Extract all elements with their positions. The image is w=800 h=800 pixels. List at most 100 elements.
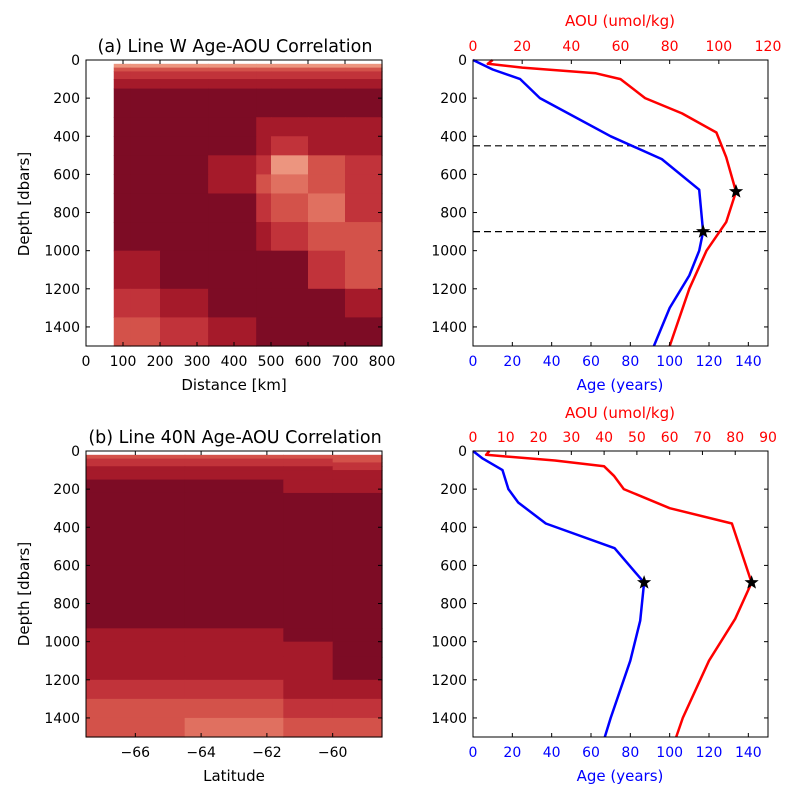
- b-profiles-age-tick-label: 80: [621, 745, 639, 761]
- panel-a-contours: [113, 63, 383, 347]
- a-section-contour-cell: [345, 67, 383, 73]
- a-section-ytick-label: 0: [71, 53, 80, 69]
- a-section-contour-cell: [130, 288, 161, 318]
- a-section-contour-cell: [130, 117, 161, 137]
- a-section-contour-cell: [256, 117, 272, 137]
- a-section-contour-cell: [345, 117, 383, 137]
- a-section-contour-cell: [160, 174, 209, 195]
- b-section-contour-cell: [86, 656, 186, 681]
- a-section-contour-cell: [130, 71, 161, 80]
- a-section-contour-cell: [208, 193, 257, 223]
- a-profiles-ytick-label: 1400: [431, 320, 467, 336]
- a-section-contour-cell: [113, 63, 131, 69]
- b-profiles-aou-tick-label: 60: [661, 430, 679, 446]
- a-section-contour-cell: [130, 136, 161, 156]
- a-section-contour-cell: [160, 117, 209, 137]
- a-section-contour-cell: [345, 288, 383, 318]
- b-section-contour-cell: [332, 454, 383, 460]
- a-section-contour-cell: [256, 317, 272, 347]
- b-section-contour-cell: [283, 466, 334, 471]
- a-section-contour-cell: [271, 222, 309, 252]
- b-section-contour-cell: [184, 470, 284, 481]
- a-section-contour-cell: [130, 79, 161, 90]
- a-section-contour-cell: [208, 79, 257, 90]
- a-section-contour-cell: [256, 250, 272, 290]
- a-section-contour-cell: [113, 193, 131, 223]
- a-section-contour-cell: [160, 67, 209, 73]
- b-section-contour-cell: [86, 698, 186, 719]
- a-section-ytick-label: 1200: [44, 282, 80, 298]
- a-profiles-aou-tick-label: 40: [562, 39, 580, 55]
- panel-b-profiles: AOU (umol/kg) 0 20 40 60 80 100 120 1400 10 20 30 4…: [431, 404, 777, 785]
- panel-b-contours: [86, 454, 383, 738]
- a-section-ytick-label: 400: [53, 129, 80, 145]
- b-profiles-age-tick-label: 20: [503, 745, 521, 761]
- b-profiles-ytick-label: 1200: [431, 673, 467, 689]
- a-section-contour-cell: [271, 250, 309, 290]
- b-section-contour-cell: [332, 628, 383, 643]
- a-profiles-age-tick-label: 40: [543, 354, 561, 370]
- a-profiles-aou-tick-label: 100: [705, 39, 732, 55]
- panel-b-age-label: Age (years): [577, 767, 664, 785]
- b-section-contour-cell: [332, 462, 383, 467]
- b-section-contour-cell: [332, 458, 383, 464]
- a-section-contour-cell: [113, 88, 131, 118]
- a-profiles-aou-tick-label: 120: [755, 39, 782, 55]
- b-section-xtick-label: −62: [252, 745, 282, 761]
- a-section-contour-cell: [160, 222, 209, 252]
- b-section-contour-cell: [184, 458, 284, 464]
- a-section-contour-cell: [308, 71, 346, 80]
- a-section-contour-cell: [113, 117, 131, 137]
- b-section-contour-cell: [86, 466, 186, 471]
- b-profiles-age-star-marker: [637, 575, 652, 589]
- b-section-contour-cell: [86, 565, 186, 629]
- b-section-contour-cell: [283, 565, 334, 629]
- a-profiles-aou-tick-label: 60: [612, 39, 630, 55]
- a-profiles-age-tick-label: 120: [696, 354, 723, 370]
- a-profiles-aou-tick-label: 20: [513, 39, 531, 55]
- a-section-contour-cell: [130, 88, 161, 118]
- b-section-contour-cell: [332, 492, 383, 566]
- b-profiles-ytick-label: 400: [440, 520, 467, 536]
- b-section-contour-cell: [86, 462, 186, 467]
- a-section-contour-cell: [308, 250, 346, 290]
- b-section-ytick-label: 1400: [44, 711, 80, 727]
- b-section-contour-cell: [332, 641, 383, 658]
- b-section-contour-cell: [184, 656, 284, 681]
- a-section-contour-cell: [208, 136, 257, 156]
- a-section-contour-cell: [345, 174, 383, 195]
- b-profiles-age-tick-label: 60: [582, 745, 600, 761]
- b-section-ytick-label: 200: [53, 482, 80, 498]
- a-section-contour-cell: [130, 222, 161, 252]
- a-section-xtick-label: 300: [184, 354, 211, 370]
- b-section-ytick-label: 600: [53, 558, 80, 574]
- b-section-contour-cell: [86, 479, 186, 494]
- a-section-contour-cell: [256, 63, 272, 69]
- b-profiles-ytick-label: 200: [440, 482, 467, 498]
- a-profiles-frame: [472, 59, 769, 347]
- a-profiles-age-tick-label: 0: [469, 354, 478, 370]
- b-section-contour-cell: [283, 679, 334, 700]
- b-section-contour-cell: [332, 679, 383, 700]
- a-section-contour-cell: [160, 155, 209, 175]
- a-section-contour-cell: [271, 136, 309, 156]
- a-section-contour-cell: [130, 155, 161, 175]
- a-section-contour-cell: [345, 155, 383, 175]
- b-profiles-aou-tick-label: 70: [694, 430, 712, 446]
- b-section-contour-cell: [86, 628, 186, 643]
- a-profiles-aou-line: [486, 59, 738, 347]
- a-section-contour-cell: [113, 67, 131, 73]
- a-section-contour-cell: [160, 71, 209, 80]
- a-section-contour-cell: [113, 317, 131, 347]
- b-section-contour-cell: [283, 492, 334, 566]
- b-section-contour-cell: [283, 656, 334, 681]
- a-section-contour-cell: [345, 250, 383, 290]
- a-section-contour-cell: [271, 193, 309, 223]
- a-section-contour-cell: [160, 317, 209, 347]
- a-section-contour-cell: [160, 63, 209, 69]
- panel-b-section: (b) Line 40N Age-AOU Correlation −66 −64−…: [15, 428, 383, 785]
- a-section-contour-cell: [256, 155, 272, 175]
- a-section-xtick-label: 100: [110, 354, 137, 370]
- b-section-contour-cell: [283, 462, 334, 467]
- a-profiles-age-tick-label: 80: [621, 354, 639, 370]
